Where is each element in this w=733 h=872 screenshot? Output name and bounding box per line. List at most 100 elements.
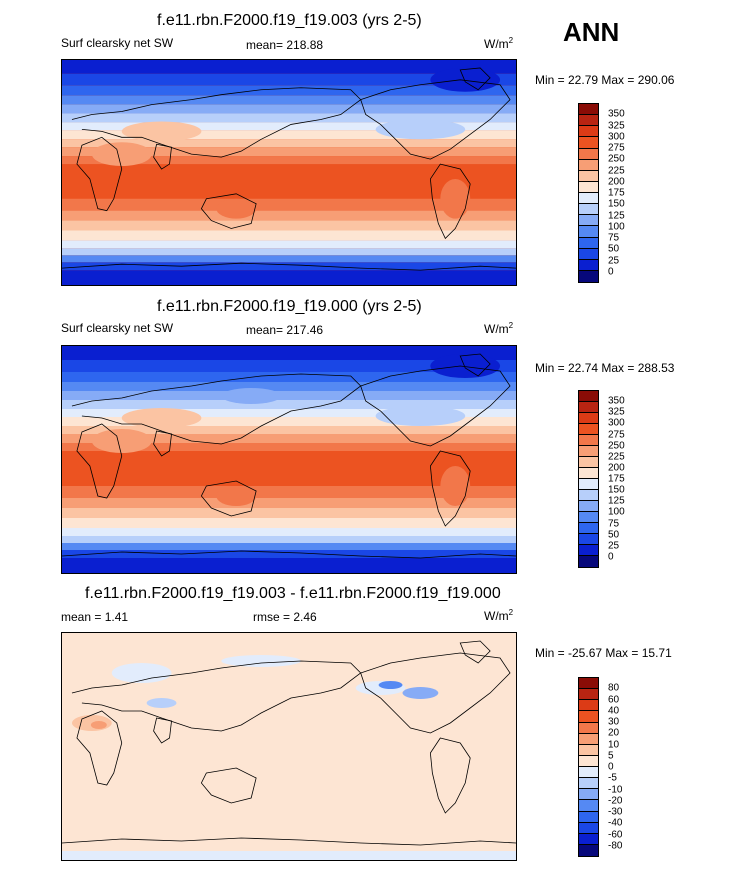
colorbar-tick-label: 325 <box>608 120 625 131</box>
colorbar-cell <box>579 237 598 249</box>
colorbar-cell <box>579 711 598 723</box>
colorbar-tick-label: 80 <box>608 682 620 694</box>
colorbar-cell <box>579 556 598 567</box>
colorbar-cell <box>579 126 598 138</box>
colorbar-cell <box>579 523 598 534</box>
colorbar-cell <box>579 413 598 424</box>
panel2-units-label: W/m2 <box>484 321 514 336</box>
colorbar-cell <box>579 700 598 712</box>
colorbar-cell <box>579 755 598 767</box>
colorbar-cell <box>579 402 598 413</box>
colorbar-cell <box>579 159 598 171</box>
colorbar-cell <box>579 545 598 556</box>
colorbar-cell <box>579 833 598 845</box>
panel2-mean-label: mean= 217.46 <box>246 323 324 337</box>
colorbar-tick-label: 5 <box>608 750 614 762</box>
colorbar-cell <box>579 137 598 149</box>
colorbar-tick-label: 30 <box>608 716 620 728</box>
colorbar-cell <box>579 811 598 823</box>
colorbar-cell <box>579 226 598 238</box>
colorbar-tick-label: 25 <box>608 255 620 266</box>
colorbar-tick-label: 325 <box>608 406 625 418</box>
colorbar-tick-label: -40 <box>608 817 623 829</box>
panel2-variable-label: Surf clearsky net SW <box>61 321 174 335</box>
colorbar-cell <box>579 248 598 260</box>
colorbar-tick-label: 0 <box>608 266 614 278</box>
colorbar-cell <box>579 789 598 801</box>
colorbar-tick-label: 100 <box>608 506 625 518</box>
colorbar-tick-label: 125 <box>608 210 625 221</box>
colorbar-cell <box>579 733 598 745</box>
colorbar-tick-label: 10 <box>608 739 620 750</box>
panel3-colorbar <box>578 677 599 857</box>
panel1-title: f.e11.rbn.F2000.f19_f19.003 (yrs 2-5) <box>157 12 422 29</box>
colorbar-tick-label: 25 <box>608 540 620 552</box>
colorbar-cell <box>579 148 598 160</box>
colorbar-tick-label: 200 <box>608 176 625 188</box>
panel3-minmax: Min = -25.67 Max = 15.71 <box>535 646 672 660</box>
colorbar-cell <box>579 501 598 512</box>
colorbar-tick-label: -30 <box>608 806 623 818</box>
colorbar-cell <box>579 193 598 205</box>
panel2-title: f.e11.rbn.F2000.f19_f19.000 (yrs 2-5) <box>157 298 422 315</box>
panel1-variable-label: Surf clearsky net SW <box>61 36 174 50</box>
colorbar-tick-label: -5 <box>608 772 617 784</box>
panel2-minmax: Min = 22.74 Max = 288.53 <box>535 361 675 375</box>
colorbar-cell <box>579 270 598 282</box>
colorbar-cell <box>579 534 598 545</box>
colorbar-cell <box>579 844 598 856</box>
panel3-mean-label: mean = 1.41 <box>61 610 129 624</box>
colorbar-tick-label: 350 <box>608 108 625 120</box>
panel1-colorbar <box>578 103 599 283</box>
colorbar-cell <box>579 215 598 227</box>
colorbar-cell <box>579 424 598 435</box>
colorbar-cell <box>579 800 598 812</box>
colorbar-tick-label: 200 <box>608 462 625 474</box>
colorbar-cell <box>579 512 598 523</box>
colorbar-cell <box>579 678 598 690</box>
colorbar-tick-label: 350 <box>608 395 625 407</box>
colorbar-cell <box>579 115 598 127</box>
colorbar-tick-label: 0 <box>608 551 614 563</box>
colorbar-tick-label: 225 <box>608 451 625 463</box>
colorbar-tick-label: 150 <box>608 484 625 496</box>
colorbar-cell <box>579 744 598 756</box>
panel1-units-label: W/m2 <box>484 36 514 51</box>
colorbar-tick-label: 175 <box>608 473 625 485</box>
panel3-title: f.e11.rbn.F2000.f19_f19.003 - f.e11.rbn.… <box>85 585 501 602</box>
colorbar-tick-label: 75 <box>608 232 620 244</box>
colorbar-cell <box>579 490 598 501</box>
colorbar-tick-label: 300 <box>608 417 625 429</box>
colorbar-tick-label: 250 <box>608 440 625 452</box>
colorbar-tick-label: -10 <box>608 784 623 795</box>
colorbar-cell <box>579 204 598 216</box>
colorbar-tick-label: 275 <box>608 142 625 154</box>
panel2-map <box>61 345 517 574</box>
colorbar-cell <box>579 435 598 446</box>
panel1-minmax: Min = 22.79 Max = 290.06 <box>535 73 675 87</box>
colorbar-tick-label: 0 <box>608 761 614 773</box>
colorbar-cell <box>579 778 598 790</box>
panel2-colorbar <box>578 390 599 568</box>
colorbar-tick-label: -20 <box>608 795 623 807</box>
panel1-map <box>61 59 517 286</box>
colorbar-tick-label: 50 <box>608 243 620 255</box>
colorbar-cell <box>579 457 598 468</box>
colorbar-cell <box>579 391 598 402</box>
colorbar-tick-label: 50 <box>608 529 620 541</box>
colorbar-cell <box>579 468 598 479</box>
colorbar-tick-label: 40 <box>608 705 620 717</box>
colorbar-cell <box>579 822 598 834</box>
colorbar-tick-label: 100 <box>608 221 625 233</box>
season-label: ANN <box>563 17 620 47</box>
colorbar-cell <box>579 259 598 271</box>
colorbar-tick-label: 175 <box>608 187 625 199</box>
panel3-units-label: W/m2 <box>484 608 514 623</box>
colorbar-tick-label: 250 <box>608 153 625 165</box>
colorbar-tick-label: 60 <box>608 694 620 705</box>
colorbar-tick-label: -80 <box>608 840 623 852</box>
colorbar-cell <box>579 722 598 734</box>
colorbar-cell <box>579 104 598 116</box>
colorbar-tick-label: 150 <box>608 198 625 210</box>
panel1-mean-label: mean= 218.88 <box>246 38 324 52</box>
